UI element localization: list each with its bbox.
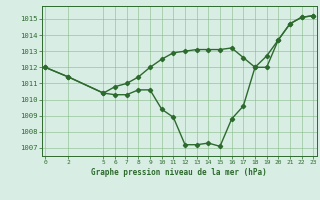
X-axis label: Graphe pression niveau de la mer (hPa): Graphe pression niveau de la mer (hPa) — [91, 168, 267, 177]
